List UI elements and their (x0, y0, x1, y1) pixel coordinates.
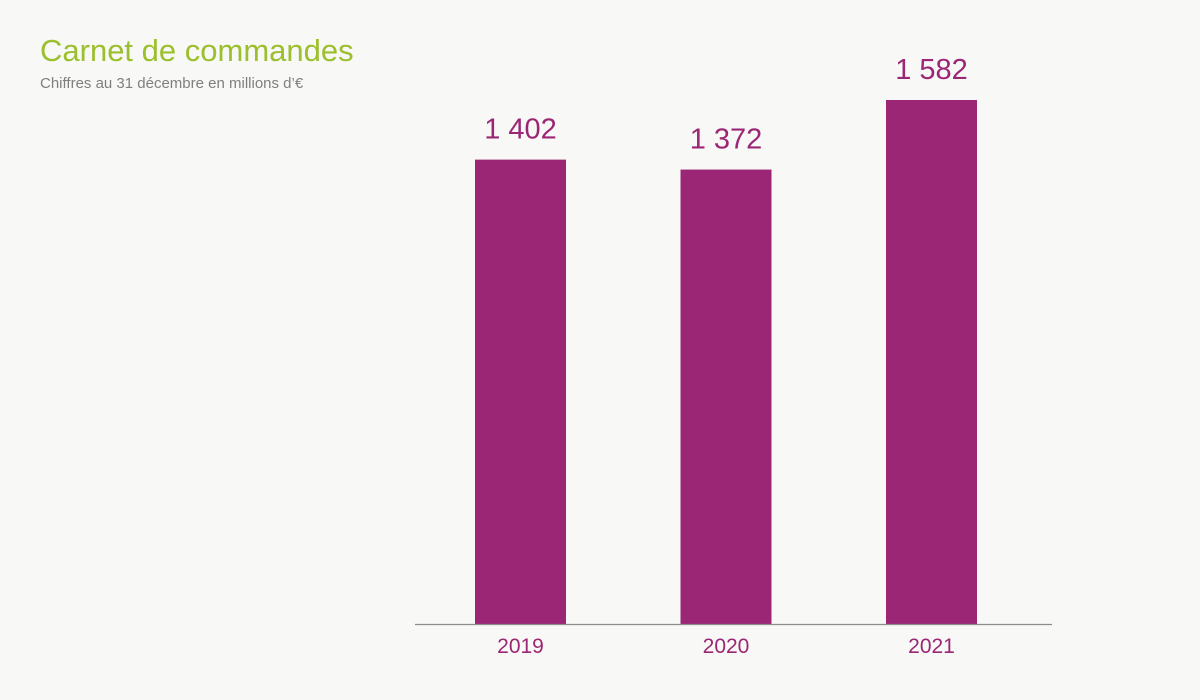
chart-title: Carnet de commandes (40, 33, 354, 68)
data-label-2019: 1 402 (484, 114, 557, 146)
data-label-2021: 1 582 (895, 54, 968, 86)
x-tick-label-2020: 2020 (703, 635, 750, 658)
bar-2021 (886, 100, 977, 624)
chart-subtitle: Chiffres au 31 décembre en millions d’€ (40, 75, 304, 92)
bar-2019 (475, 159, 566, 624)
x-tick-label-2021: 2021 (908, 635, 955, 658)
x-tick-label-2019: 2019 (497, 635, 544, 658)
bar-2020 (680, 169, 772, 624)
data-label-2020: 1 372 (690, 124, 763, 156)
